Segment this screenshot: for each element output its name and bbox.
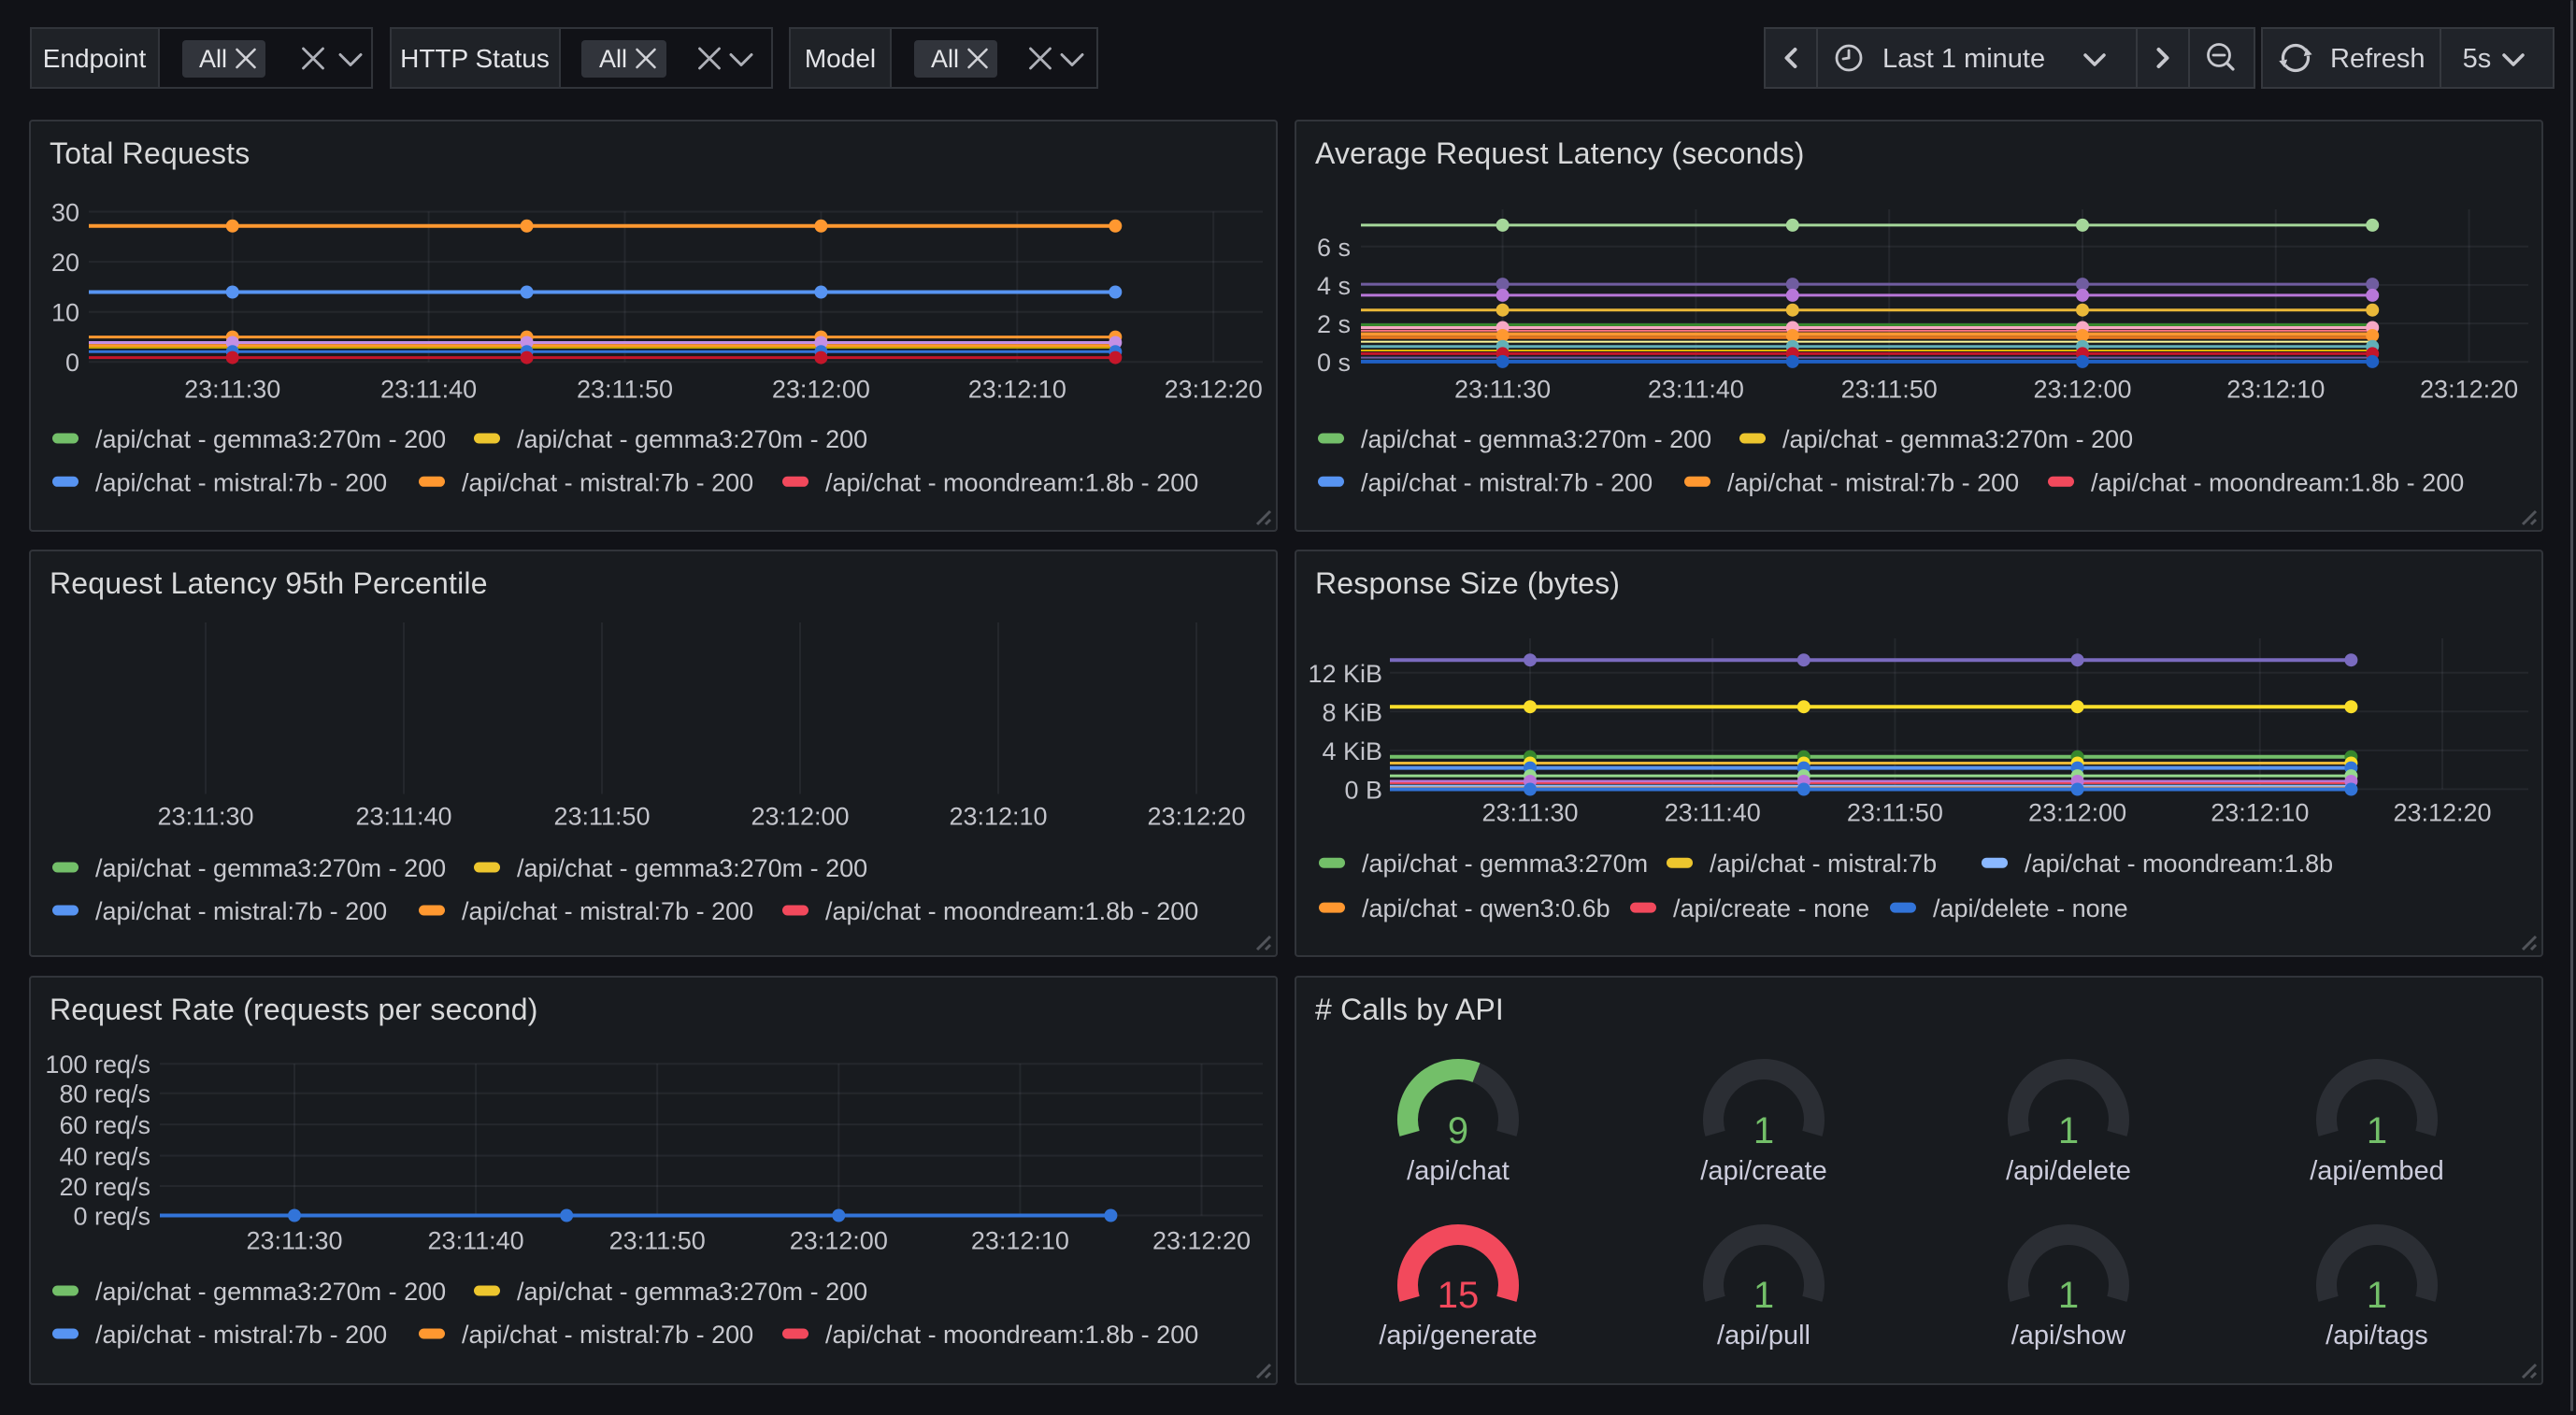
svg-text:/api/chat - gemma3:270m: /api/chat - gemma3:270m (1362, 850, 1648, 878)
svg-text:/api/show: /api/show (2011, 1321, 2127, 1351)
svg-text:23:11:50: 23:11:50 (1847, 798, 1943, 826)
svg-text:Last 1 minute: Last 1 minute (1882, 44, 2045, 74)
svg-text:23:11:40: 23:11:40 (1665, 798, 1761, 826)
svg-text:23:11:30: 23:11:30 (246, 1226, 342, 1254)
svg-text:1: 1 (1753, 1275, 1774, 1316)
svg-text:/api/chat - mistral:7b - 200: /api/chat - mistral:7b - 200 (462, 468, 753, 496)
svg-text:23:11:50: 23:11:50 (553, 802, 650, 830)
svg-text:/api/chat - mistral:7b: /api/chat - mistral:7b (1710, 850, 1937, 878)
svg-text:20: 20 (51, 249, 79, 277)
svg-text:23:12:20: 23:12:20 (2393, 798, 2491, 826)
svg-text:23:11:40: 23:11:40 (380, 376, 477, 404)
svg-text:23:12:20: 23:12:20 (2420, 376, 2518, 404)
svg-text:23:11:40: 23:11:40 (1648, 376, 1744, 404)
svg-text:/api/chat - mistral:7b - 200: /api/chat - mistral:7b - 200 (462, 897, 753, 925)
svg-text:1: 1 (2367, 1275, 2387, 1316)
svg-text:/api/chat - gemma3:270m - 200: /api/chat - gemma3:270m - 200 (517, 1278, 867, 1306)
svg-text:12 KiB: 12 KiB (1308, 660, 1382, 688)
svg-text:/api/generate: /api/generate (1379, 1321, 1537, 1351)
svg-text:/api/create: /api/create (1700, 1156, 1826, 1186)
svg-text:/api/chat - gemma3:270m - 200: /api/chat - gemma3:270m - 200 (95, 425, 446, 453)
svg-text:/api/chat - moondream:1.8b - 2: /api/chat - moondream:1.8b - 200 (825, 468, 1198, 496)
svg-text:5s: 5s (2463, 44, 2492, 74)
svg-text:8 KiB: 8 KiB (1322, 698, 1382, 726)
svg-text:/api/chat: /api/chat (1407, 1156, 1510, 1186)
svg-text:23:12:20: 23:12:20 (1152, 1226, 1251, 1254)
svg-text:23:11:50: 23:11:50 (609, 1226, 706, 1254)
svg-text:23:11:30: 23:11:30 (157, 802, 253, 830)
svg-text:23:11:50: 23:11:50 (577, 376, 673, 404)
svg-text:/api/chat - mistral:7b - 200: /api/chat - mistral:7b - 200 (462, 1321, 753, 1349)
svg-text:1: 1 (2058, 1275, 2079, 1316)
svg-text:30: 30 (51, 199, 79, 227)
svg-text:23:12:00: 23:12:00 (772, 376, 870, 404)
svg-text:/api/chat - gemma3:270m - 200: /api/chat - gemma3:270m - 200 (1782, 425, 2133, 453)
svg-text:/api/chat - mistral:7b - 200: /api/chat - mistral:7b - 200 (95, 897, 387, 925)
svg-text:All: All (931, 45, 959, 73)
svg-text:0 s: 0 s (1317, 349, 1351, 377)
svg-text:80 req/s: 80 req/s (59, 1080, 150, 1108)
svg-text:60 req/s: 60 req/s (59, 1111, 150, 1139)
svg-text:/api/chat - qwen3:0.6b: /api/chat - qwen3:0.6b (1362, 894, 1610, 922)
svg-text:/api/embed: /api/embed (2310, 1156, 2444, 1186)
svg-text:23:12:10: 23:12:10 (949, 802, 1047, 830)
svg-text:/api/chat - gemma3:270m - 200: /api/chat - gemma3:270m - 200 (517, 854, 867, 882)
svg-text:/api/chat - moondream:1.8b - 2: /api/chat - moondream:1.8b - 200 (825, 1321, 1198, 1349)
svg-text:/api/tags: /api/tags (2326, 1321, 2428, 1351)
svg-text:23:11:30: 23:11:30 (184, 376, 280, 404)
svg-text:23:11:30: 23:11:30 (1454, 376, 1551, 404)
svg-text:23:12:10: 23:12:10 (2211, 798, 2309, 826)
svg-text:23:12:10: 23:12:10 (2226, 376, 2325, 404)
svg-text:23:12:00: 23:12:00 (790, 1226, 888, 1254)
svg-text:/api/pull: /api/pull (1717, 1321, 1810, 1351)
svg-text:23:12:00: 23:12:00 (751, 802, 849, 830)
svg-text:1: 1 (1753, 1110, 1774, 1151)
svg-text:Model: Model (805, 44, 876, 73)
svg-text:15: 15 (1438, 1275, 1480, 1316)
svg-text:23:12:20: 23:12:20 (1147, 802, 1245, 830)
svg-text:23:12:10: 23:12:10 (971, 1226, 1069, 1254)
svg-text:/api/chat - mistral:7b - 200: /api/chat - mistral:7b - 200 (95, 1321, 387, 1349)
svg-text:6 s: 6 s (1317, 234, 1351, 262)
svg-text:/api/create - none: /api/create - none (1673, 894, 1869, 922)
svg-text:40 req/s: 40 req/s (59, 1143, 150, 1171)
svg-text:23:11:50: 23:11:50 (1841, 376, 1938, 404)
svg-text:/api/chat - gemma3:270m - 200: /api/chat - gemma3:270m - 200 (1361, 425, 1711, 453)
svg-text:HTTP Status: HTTP Status (400, 44, 550, 73)
svg-text:23:11:40: 23:11:40 (428, 1226, 524, 1254)
svg-text:23:12:20: 23:12:20 (1165, 376, 1263, 404)
svg-text:/api/chat - gemma3:270m - 200: /api/chat - gemma3:270m - 200 (95, 854, 446, 882)
svg-text:23:12:10: 23:12:10 (968, 376, 1066, 404)
svg-text:/api/chat - mistral:7b - 200: /api/chat - mistral:7b - 200 (1361, 468, 1653, 496)
svg-text:/api/chat - gemma3:270m - 200: /api/chat - gemma3:270m - 200 (95, 1278, 446, 1306)
svg-text:23:12:00: 23:12:00 (2033, 376, 2131, 404)
svg-text:20 req/s: 20 req/s (59, 1173, 150, 1201)
svg-text:23:12:00: 23:12:00 (2028, 798, 2126, 826)
svg-text:/api/chat - gemma3:270m - 200: /api/chat - gemma3:270m - 200 (517, 425, 867, 453)
svg-text:/api/chat - moondream:1.8b - 2: /api/chat - moondream:1.8b - 200 (825, 897, 1198, 925)
svg-text:Endpoint: Endpoint (43, 44, 147, 73)
svg-text:/api/delete: /api/delete (2006, 1156, 2131, 1186)
svg-text:All: All (199, 45, 227, 73)
svg-text:/api/chat - mistral:7b - 200: /api/chat - mistral:7b - 200 (95, 468, 387, 496)
svg-text:/api/chat - moondream:1.8b - 2: /api/chat - moondream:1.8b - 200 (2091, 468, 2464, 496)
svg-text:/api/chat - moondream:1.8b: /api/chat - moondream:1.8b (2025, 850, 2333, 878)
svg-text:0 B: 0 B (1344, 776, 1382, 804)
svg-text:/api/delete - none: /api/delete - none (1933, 894, 2128, 922)
svg-text:/api/chat - mistral:7b - 200: /api/chat - mistral:7b - 200 (1727, 468, 2019, 496)
svg-text:4 KiB: 4 KiB (1322, 737, 1382, 765)
svg-text:100 req/s: 100 req/s (45, 1051, 150, 1079)
svg-text:10: 10 (51, 299, 79, 327)
svg-text:0: 0 (65, 349, 79, 377)
svg-text:0 req/s: 0 req/s (73, 1203, 150, 1231)
svg-text:23:11:30: 23:11:30 (1481, 798, 1578, 826)
svg-text:9: 9 (1448, 1110, 1468, 1151)
svg-text:4 s: 4 s (1317, 272, 1351, 300)
svg-text:23:11:40: 23:11:40 (355, 802, 451, 830)
svg-text:All: All (599, 45, 627, 73)
svg-text:1: 1 (2058, 1110, 2079, 1151)
svg-text:Refresh: Refresh (2330, 44, 2426, 74)
svg-text:1: 1 (2367, 1110, 2387, 1151)
svg-text:2 s: 2 s (1317, 310, 1351, 338)
